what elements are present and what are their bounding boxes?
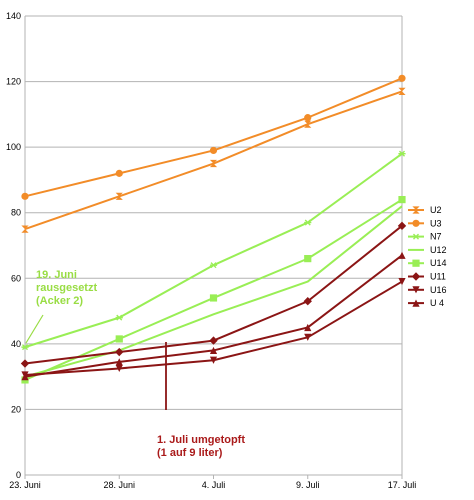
legend-label: U16 [430, 285, 447, 295]
series-u3 [21, 74, 406, 200]
data-point [304, 255, 312, 263]
series-u2 [21, 87, 406, 233]
y-tick-label: 60 [11, 273, 21, 283]
y-tick-label: 120 [6, 77, 21, 87]
series-u16 [21, 277, 406, 379]
data-point [398, 150, 406, 157]
legend-item: U3 [408, 218, 442, 228]
data-point [209, 146, 218, 155]
legend-swatch-marker [412, 206, 420, 214]
data-point [398, 196, 406, 204]
legend: U2 U3 N7 U12 U14 U11 U16 U 4 [408, 205, 447, 308]
data-point [397, 221, 407, 231]
data-point [303, 297, 312, 306]
legend-swatch-marker [412, 286, 420, 294]
y-tick-label: 20 [11, 404, 21, 414]
legend-label: U3 [430, 218, 442, 228]
legend-label: N7 [430, 232, 442, 242]
series-u11 [20, 221, 407, 368]
data-point [21, 344, 29, 351]
x-tick-label: 9. Juli [296, 480, 320, 490]
data-point [21, 225, 29, 233]
legend-item: U12 [408, 245, 447, 255]
series-line [24, 205, 403, 378]
legend-label: U2 [430, 205, 442, 215]
y-tick-labels: 0 20 40 60 80 100 120 140 [6, 11, 21, 480]
data-point [21, 192, 29, 200]
data-point [304, 120, 312, 128]
data-point [115, 358, 123, 366]
data-point [115, 347, 124, 357]
data-point [115, 364, 123, 373]
x-tick-label: 17. Juli [388, 480, 417, 490]
data-point [304, 114, 312, 122]
data-point [209, 294, 218, 302]
grid-lines [25, 15, 402, 476]
legend-swatch-marker [412, 299, 420, 307]
series-u4 [21, 251, 406, 381]
data-point [115, 169, 123, 177]
data-point [115, 192, 123, 200]
legend-swatch-marker [411, 272, 421, 281]
legend-label: U 4 [430, 298, 444, 308]
annotation-text: rausgesetzt [36, 282, 97, 294]
y-tick-label: 100 [6, 142, 21, 152]
data-point [209, 262, 218, 269]
data-point [398, 74, 406, 82]
data-point [209, 336, 218, 345]
data-point [209, 346, 218, 355]
legend-swatch-marker [412, 219, 420, 227]
data-point [398, 277, 406, 286]
x-tick-labels: 23. Juni 28. Juni 4. Juli 9. Juli 17. Juli [9, 480, 416, 490]
series-u12 [24, 205, 403, 378]
series-group [20, 74, 407, 384]
data-point [398, 251, 406, 259]
y-tick-label: 80 [11, 208, 21, 218]
legend-item: U11 [408, 272, 446, 282]
annotation-connectors [25, 314, 167, 410]
x-tick-label: 28. Juni [103, 480, 135, 490]
y-tick-label: 40 [11, 339, 21, 349]
legend-item: U14 [408, 258, 447, 268]
legend-item: U16 [408, 285, 447, 295]
annotation-green-connector [25, 314, 44, 344]
data-point [20, 359, 30, 368]
x-tick-label: 23. Juni [9, 480, 41, 490]
x-tick-label: 4. Juli [202, 480, 226, 490]
legend-swatch-marker [412, 259, 420, 267]
data-point [304, 219, 312, 226]
legend-swatch-marker [412, 233, 420, 240]
data-point [209, 356, 218, 364]
annotation-text: (1 auf 9 liter) [157, 447, 223, 459]
data-point [115, 314, 123, 321]
series-line [24, 77, 403, 198]
data-point [304, 323, 312, 332]
legend-label: U12 [430, 245, 447, 255]
data-point [304, 333, 312, 341]
y-tick-label: 140 [6, 11, 21, 21]
data-point [398, 87, 406, 96]
data-point [115, 335, 123, 343]
annotation-text: 19. Juni [36, 269, 77, 281]
y-tick-label: 0 [16, 470, 21, 480]
legend-label: U11 [430, 272, 446, 282]
annotation-text: (Acker 2) [36, 295, 83, 307]
legend-item: U2 [408, 205, 442, 215]
legend-item: N7 [408, 232, 442, 242]
data-point [209, 159, 218, 168]
legend-label: U14 [430, 258, 447, 268]
legend-item: U 4 [408, 298, 444, 308]
data-point [21, 373, 29, 381]
annotation-text: 1. Juli umgetopft [157, 434, 245, 446]
series-n7 [21, 150, 406, 351]
